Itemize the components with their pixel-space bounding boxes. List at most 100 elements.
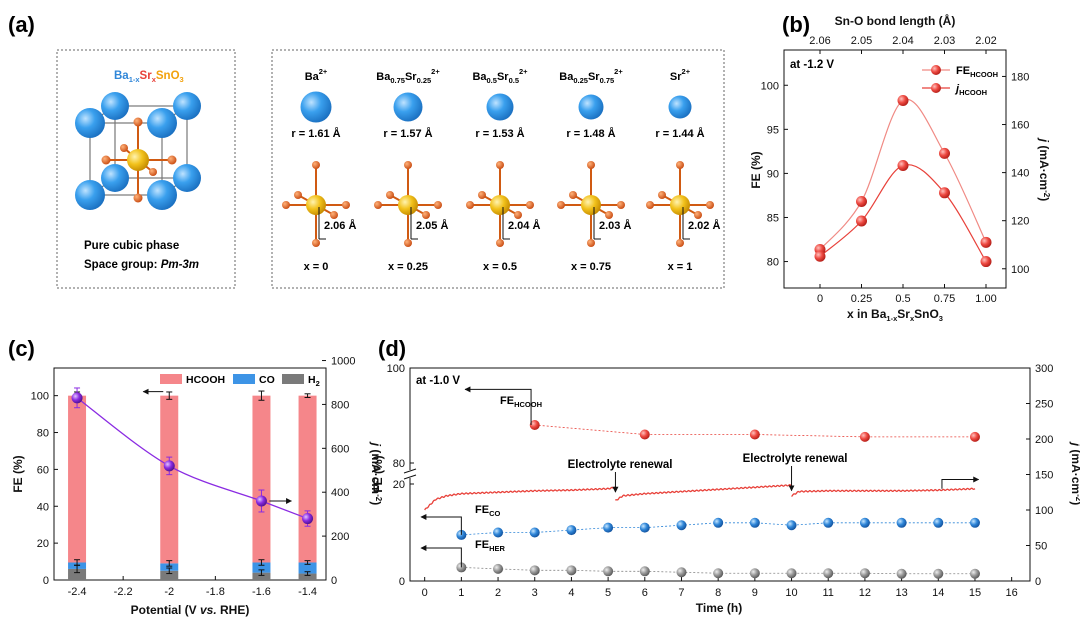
panel-label-d: (d) — [378, 336, 406, 361]
legend-swatch-h2 — [282, 374, 304, 384]
ion-columns: Ba2+ r = 1.61 Å 2.06 Å x = 0 Ba0.75Sr0.252+ r… — [282, 67, 720, 273]
oxygen-atom — [466, 201, 474, 209]
oxygen-atom — [330, 211, 338, 219]
data-point-fe-hcooh — [859, 431, 870, 442]
legend-marker-fe — [931, 65, 941, 75]
y-left-tick-label: 60 — [37, 464, 49, 476]
y-right-tick-label: 1000 — [331, 356, 355, 368]
bar-h2 — [160, 570, 179, 580]
y-left-tick-label: 100 — [31, 391, 49, 403]
formula-title: Ba1-xSrxSnO3 — [114, 70, 184, 84]
bar-co — [252, 562, 271, 573]
panel-c-axes-frame — [53, 367, 327, 581]
panel-c-chart: FE (%) j (mA·cm-2) Potential (V vs. RHE)… — [11, 356, 383, 617]
y-right-tick-label: 160 — [1011, 120, 1029, 132]
data-point-fe — [856, 215, 867, 227]
y-right-tick-label: 150 — [1035, 470, 1053, 482]
left-axis-arrow-co — [420, 513, 462, 535]
data-point-fe-co — [529, 527, 540, 538]
y-right-tick-label: 300 — [1035, 363, 1053, 375]
oxygen-atom — [646, 201, 654, 209]
data-point-fe-her — [493, 563, 504, 574]
data-point-fe-her — [603, 566, 614, 577]
data-point-fe-co — [786, 520, 797, 531]
panel-a-frame-right — [271, 49, 725, 289]
x-tick-label: 3 — [532, 587, 538, 599]
ionic-radius: r = 1.53 Å — [475, 127, 524, 140]
oxygen-atom — [587, 239, 595, 247]
oxygen-atom — [557, 201, 565, 209]
x-tick-label: 8 — [715, 587, 721, 599]
bar-h2 — [252, 572, 271, 580]
x-tick-label: 11 — [823, 587, 834, 599]
panel-label-c: (c) — [8, 336, 35, 361]
data-point-fe-her — [786, 568, 797, 579]
oxygen-atom — [617, 201, 625, 209]
x-tick-label: 0.25 — [851, 293, 872, 305]
data-point-j — [856, 195, 867, 207]
y-left-tick-label: 0 — [43, 575, 49, 587]
data-point-fe-co — [749, 517, 760, 528]
ion-label: Ba2+ — [305, 67, 328, 83]
y-right-tick-label: 50 — [1035, 541, 1047, 553]
left-axis-arrow-her — [420, 545, 462, 568]
panel-b-top-xlabel: Sn-O bond length (Å) — [835, 13, 956, 28]
data-point-fe-co — [713, 517, 724, 528]
data-point-fe — [939, 187, 950, 199]
oxygen-atom — [658, 191, 666, 199]
bond-length-label: 2.03 Å — [599, 219, 631, 232]
x-value-label: x = 0.25 — [388, 261, 428, 273]
x-tick-label: -1.6 — [252, 586, 271, 598]
x-tick-label: 0.5 — [895, 293, 910, 305]
ionic-radius: r = 1.57 Å — [383, 127, 432, 140]
y-right-tick-label: 0 — [331, 575, 337, 587]
tin-atom — [581, 195, 601, 215]
data-point-fe-co — [896, 517, 907, 528]
oxygen-atom — [706, 201, 714, 209]
data-point-fe-co — [969, 517, 980, 528]
x-value-label: x = 0.75 — [571, 261, 611, 273]
data-point-fe-hcooh — [749, 429, 760, 440]
oxygen-atom — [294, 191, 302, 199]
panel-a: Ba1-xSrxSnO3 Pure cubic pha — [56, 49, 725, 289]
panel-c-ylabel-left: FE (%) — [11, 455, 25, 492]
current-density-point — [302, 513, 314, 525]
bar-hcooh — [298, 395, 317, 563]
x-value-label: x = 0 — [304, 261, 329, 273]
renewal-label-1: Electrolyte renewal — [568, 459, 673, 471]
panel-d-chart: at -1.0 V FE (%) j (mA·cm-2) Time (h) El… — [371, 363, 1080, 615]
x-tick-label: -1.4 — [298, 586, 317, 598]
oxygen-atom — [587, 161, 595, 169]
panel-b-ylabel-left: FE (%) — [749, 151, 763, 188]
data-point-fe-co — [566, 525, 577, 536]
phase-label: Pure cubic phase — [84, 240, 179, 252]
cation-sphere — [486, 93, 514, 121]
left-axis-arrow-hcooh — [464, 386, 532, 425]
x-tick-label: 14 — [932, 587, 944, 599]
data-point-fe-her — [859, 568, 870, 579]
y-left-tick-label: 40 — [37, 501, 49, 513]
x-value-label: x = 1 — [668, 261, 693, 273]
top-x-tick-label: 2.06 — [809, 35, 830, 47]
top-x-tick-label: 2.05 — [851, 35, 872, 47]
oxygen-atom — [404, 239, 412, 247]
y-left-tick-label: 100 — [387, 363, 405, 375]
y-left-tick-label: 20 — [393, 479, 405, 491]
legend-label-j: jHCOOH — [954, 83, 987, 97]
tin-atom — [398, 195, 418, 215]
panel-c-xlabel: Potential (V vs. RHE) — [131, 603, 250, 617]
x-tick-label: 0 — [817, 293, 823, 305]
current-density-trace — [424, 485, 617, 511]
y-left-tick-label: 0 — [399, 576, 405, 588]
panel-d-ylabel-right: j (mA·cm-2) — [1069, 441, 1080, 505]
bond-length-label: 2.06 Å — [324, 219, 356, 232]
current-density-trace — [614, 484, 792, 501]
y-left-tick-label: 80 — [767, 257, 779, 269]
bar-co — [160, 563, 179, 571]
ion-label: Sr2+ — [670, 67, 691, 83]
data-point-fe — [814, 250, 826, 262]
oxygen-atom — [386, 191, 394, 199]
oxygen-atom — [496, 161, 504, 169]
data-point-fe-her — [749, 568, 760, 579]
x-tick-label: 15 — [969, 587, 981, 599]
